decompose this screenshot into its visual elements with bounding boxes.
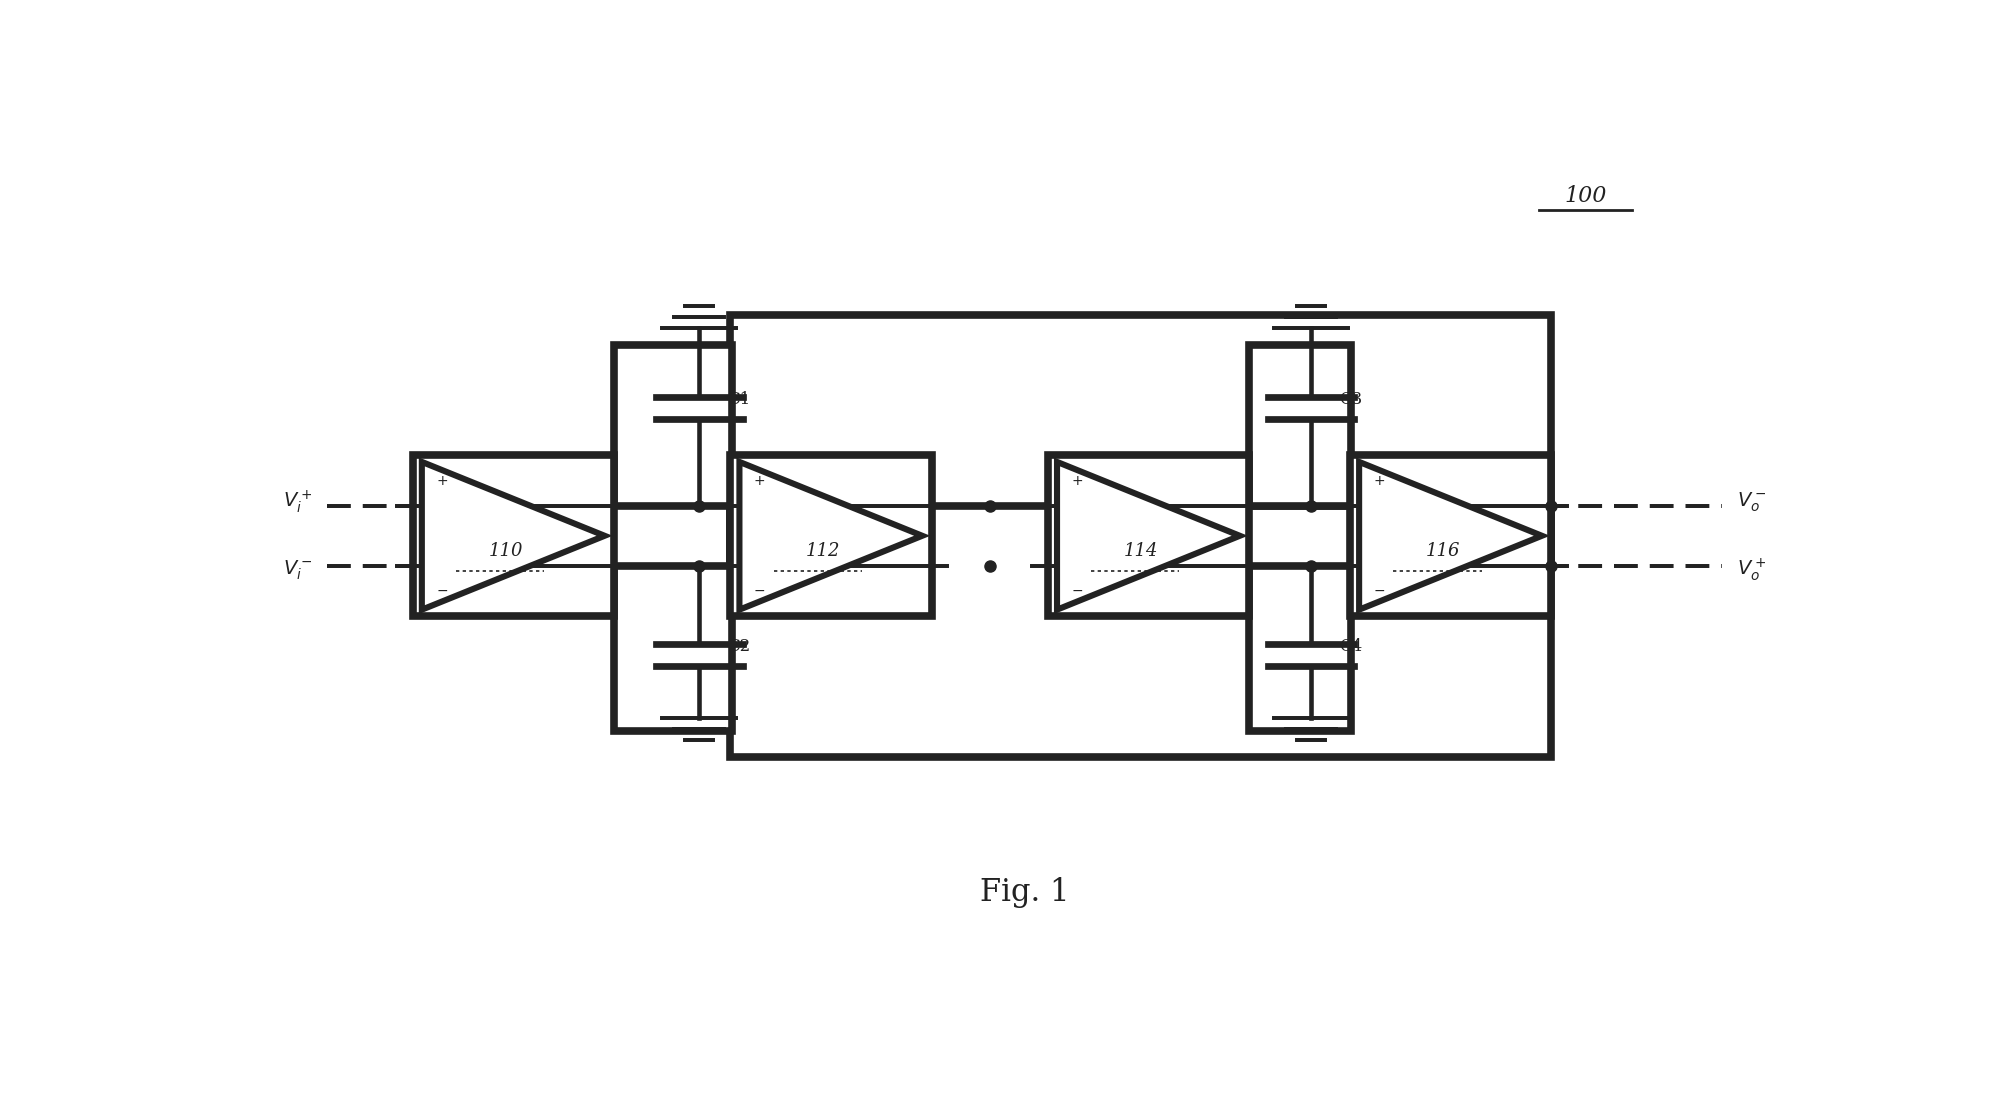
- Text: 112: 112: [805, 542, 839, 560]
- Polygon shape: [739, 462, 921, 610]
- Text: −: −: [753, 583, 765, 598]
- Polygon shape: [1359, 462, 1540, 610]
- Text: 116: 116: [1425, 542, 1459, 560]
- Bar: [729, 315, 1550, 566]
- Text: C3: C3: [1339, 392, 1361, 408]
- Bar: [613, 344, 731, 506]
- Text: +: +: [753, 473, 765, 488]
- Text: $V_o^-$: $V_o^-$: [1736, 490, 1766, 514]
- Bar: [729, 456, 931, 617]
- Text: +: +: [1373, 473, 1385, 488]
- Text: 100: 100: [1562, 185, 1606, 207]
- Polygon shape: [1057, 462, 1239, 610]
- Text: $V_i^-$: $V_i^-$: [282, 558, 312, 581]
- Text: −: −: [1373, 583, 1385, 598]
- Bar: [1047, 456, 1249, 617]
- Text: Fig. 1: Fig. 1: [979, 877, 1069, 908]
- Bar: [1349, 456, 1550, 617]
- Text: C2: C2: [727, 638, 749, 655]
- Polygon shape: [422, 462, 603, 610]
- Bar: [613, 566, 731, 731]
- Text: 114: 114: [1123, 542, 1157, 560]
- Bar: [412, 456, 613, 617]
- Text: C4: C4: [1339, 638, 1361, 655]
- Bar: [729, 506, 1550, 757]
- Bar: [1249, 344, 1351, 506]
- Text: 110: 110: [488, 542, 523, 560]
- Text: +: +: [1071, 473, 1083, 488]
- Text: $V_i^+$: $V_i^+$: [282, 489, 312, 515]
- Text: +: +: [436, 473, 448, 488]
- Text: −: −: [436, 583, 448, 598]
- Text: C1: C1: [727, 392, 749, 408]
- Text: −: −: [1071, 583, 1083, 598]
- Text: $V_o^+$: $V_o^+$: [1736, 556, 1766, 583]
- Bar: [1249, 566, 1351, 731]
